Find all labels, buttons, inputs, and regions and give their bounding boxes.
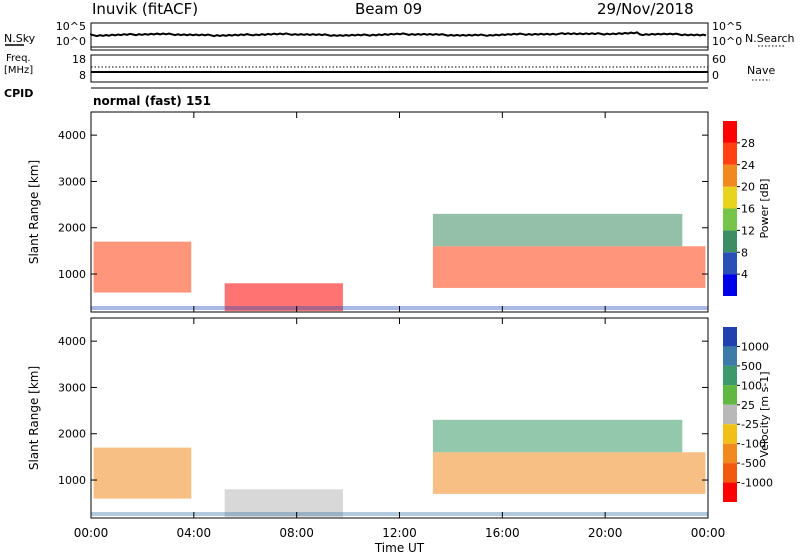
echo-region — [432, 452, 706, 494]
date-title: 29/Nov/2018 — [597, 0, 694, 18]
nsearch-label: N.Search — [745, 32, 795, 45]
colorbar-segment — [723, 365, 737, 386]
x-tick-label: 00:00 — [74, 526, 109, 540]
noise-tick-left: 10^5 — [56, 20, 86, 33]
freq-tick: 8 — [79, 69, 86, 82]
colorbar-segment — [723, 482, 737, 502]
program-name: normal (fast) 151 — [93, 94, 211, 108]
freq-tick: 18 — [72, 53, 86, 66]
y-tick-label: 3000 — [58, 381, 86, 394]
colorbar-segment — [723, 164, 737, 187]
y-axis-label: Slant Range [km] — [27, 366, 41, 470]
colorbar-tick-label: 16 — [741, 203, 755, 216]
y-tick-label: 4000 — [58, 129, 86, 142]
colorbar-tick-label: 20 — [741, 181, 755, 194]
echo-region — [224, 489, 343, 518]
x-tick-label: 04:00 — [177, 526, 212, 540]
colorbar-segment — [723, 443, 737, 464]
y-tick-label: 4000 — [58, 335, 86, 348]
colorbar-tick-label: 12 — [741, 224, 755, 237]
noise-panel-frame — [90, 22, 709, 51]
echo-region — [224, 283, 343, 312]
colorbar-segment — [723, 186, 737, 209]
colorbar-tick-label: 25 — [741, 399, 755, 412]
y-tick-label: 2000 — [58, 428, 86, 441]
echo-region — [432, 419, 683, 453]
y-tick-label: 3000 — [58, 175, 86, 188]
station-title: Inuvik (fitACF) — [92, 0, 199, 18]
x-tick-label: 12:00 — [382, 526, 417, 540]
noise-tick-left: 10^0 — [56, 35, 86, 48]
y-axis-label: Slant Range [km] — [27, 160, 41, 264]
nave-tick: 0 — [712, 69, 719, 82]
echo-region — [93, 447, 192, 499]
colorbar-label: Velocity [m s-1] — [758, 371, 771, 457]
colorbar-segment — [723, 252, 737, 275]
colorbar-segment — [723, 463, 737, 483]
echo-region — [432, 213, 683, 247]
beam-title: Beam 09 — [355, 0, 423, 18]
y-tick-label: 2000 — [58, 222, 86, 235]
colorbar-tick-label: -500 — [741, 457, 766, 470]
noise-tick-right: 10^0 — [712, 35, 742, 48]
colorbar-label: Power [dB] — [758, 179, 771, 239]
colorbar-tick-label: -100 — [741, 438, 766, 451]
colorbar-segment — [723, 208, 737, 231]
x-tick-label: 16:00 — [485, 526, 520, 540]
y-tick-label: 1000 — [58, 474, 86, 487]
colorbar-segment — [723, 142, 737, 165]
colorbar-segment — [723, 346, 737, 366]
nsky-label: N.Sky — [4, 32, 36, 45]
freq-unit-label: [MHz] — [4, 65, 34, 76]
colorbar-tick-label: 500 — [741, 360, 762, 373]
colorbar-tick-label: -1000 — [741, 477, 773, 490]
nave-label: Nave — [747, 64, 776, 77]
colorbar-tick-label: 1000 — [741, 340, 769, 353]
colorbar-segment — [723, 424, 737, 444]
colorbar-segment — [723, 327, 737, 347]
colorbar-tick-label: 24 — [741, 159, 755, 172]
nave-tick: 60 — [712, 53, 726, 66]
freq-label: Freq. — [6, 53, 31, 64]
echo-region — [432, 246, 706, 288]
echo-region — [93, 241, 192, 293]
noise-tick-right: 10^5 — [712, 20, 742, 33]
colorbar-tick-label: 8 — [741, 246, 748, 259]
colorbar-segment — [723, 121, 737, 143]
x-axis-label: Time UT — [374, 541, 425, 554]
colorbar-segment — [723, 404, 737, 425]
cpid-label: CPID — [4, 87, 34, 100]
x-tick-label: 20:00 — [588, 526, 623, 540]
colorbar-segment — [723, 230, 737, 253]
colorbar-tick-label: 4 — [741, 268, 748, 281]
freq-panel-frame — [90, 54, 709, 83]
colorbar-tick-label: 28 — [741, 137, 755, 150]
colorbar-segment — [723, 385, 737, 405]
colorbar-tick-label: -25 — [741, 418, 759, 431]
x-tick-label: 00:00 — [691, 526, 726, 540]
colorbar-segment — [723, 274, 737, 296]
noise-sky-trace — [90, 31, 707, 38]
colorbar-tick-label: 100 — [741, 379, 762, 392]
x-tick-label: 08:00 — [279, 526, 314, 540]
y-tick-label: 1000 — [58, 268, 86, 281]
